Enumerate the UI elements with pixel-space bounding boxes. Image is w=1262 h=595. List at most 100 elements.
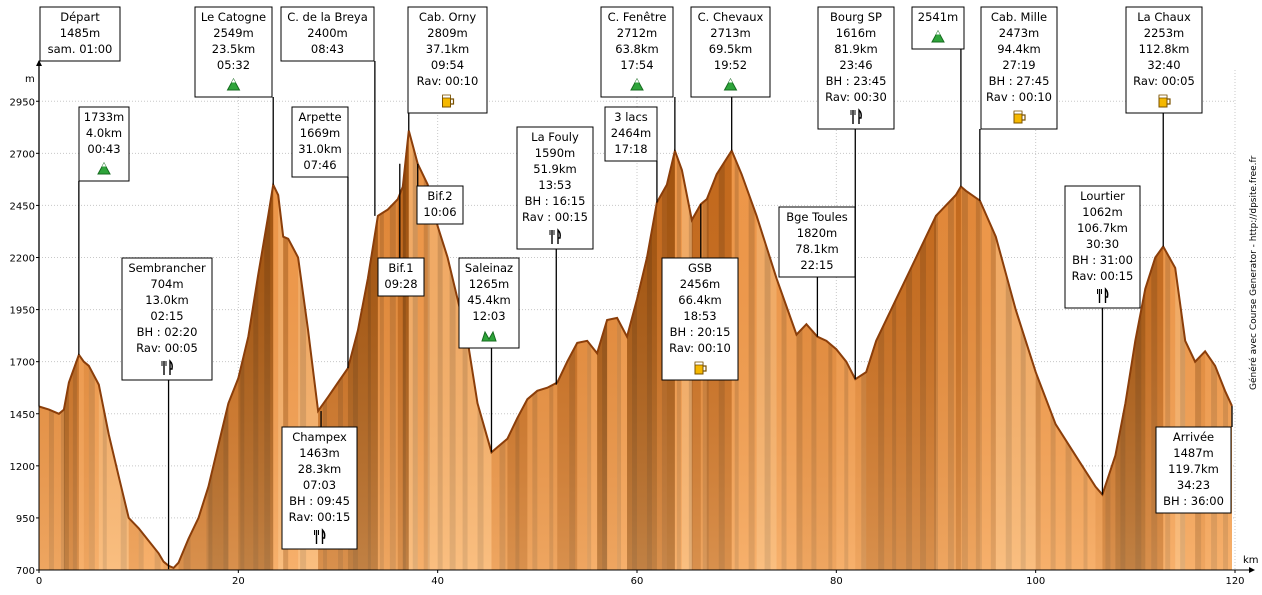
waypoint-annotation: Sembrancher 704m 13.0km 02:15 BH : 02:20 Rav:… [121,257,213,570]
y-tick-label: 700 [16,566,35,577]
annotation-box [980,6,1058,130]
annotation-text: Rav : 00:15 [522,210,588,224]
annotation-box [416,185,464,225]
annotation-box [458,257,520,349]
annotation-text: BH : 02:20 [137,325,198,339]
annotation-text: 10:06 [423,205,456,219]
annotation-text: Arrivée [1173,430,1214,444]
y-tick-label: 2700 [10,149,35,160]
annotation-box [121,257,213,381]
annotation-text: 1669m [300,126,340,140]
x-tick-label: 120 [1225,576,1244,587]
x-tick-label: 100 [1026,576,1045,587]
y-axis-label: m [25,74,35,85]
annotation-text: 704m [150,277,183,291]
annotation-text: 63.8km [615,42,658,56]
annotation-text: Bif.2 [427,189,452,203]
hut-icon [481,330,497,342]
annotation-text: 2400m [307,26,347,40]
annotation-text: Rav: 00:15 [289,510,351,524]
annotation-text: C. Fenêtre [608,10,667,24]
waypoint-annotation: Départ 1485m sam. 01:00 [38,6,121,407]
waypoint-annotation: GSB 2456m 66.4km 18:53 BH : 20:15 Rav: 00:10 [661,204,739,381]
annotation-text: Cab. Mille [991,10,1047,24]
annotation-text: 19:52 [714,58,747,72]
annotation-text: Bif.1 [388,261,413,275]
waypoint-annotation: C. Fenêtre 2712m 63.8km 17:54 [600,6,676,151]
annotation-text: 119.7km [1168,462,1219,476]
annotation-box [604,106,658,162]
summit-icon [630,77,644,91]
waypoint-annotation: Cab. Mille 2473m 94.4km 27:19 BH : 27:45 Rav … [979,6,1058,201]
annotation-text: 2456m [680,277,720,291]
summit-icon [226,77,241,91]
annotation-text: 07:46 [303,158,336,172]
annotation-text: BH : 27:45 [989,74,1050,88]
annotation-text: C. Chevaux [698,10,764,24]
summit-icon [723,77,738,91]
annotation-text: 81.9km [834,42,877,56]
waypoint-annotation: C. de la Breya 2400m 08:43 [280,6,376,216]
annotation-text: 1485m [60,26,100,40]
summit-snow-icon [635,79,639,83]
credit-text: Généré avec Course Generator - http://dp… [1248,155,1259,390]
annotation-text: 3 lacs [614,110,648,124]
waypoint-annotation: 2541m [911,6,965,187]
annotation-text: BH : 36:00 [1163,494,1224,508]
annotation-text: La Fouly [531,130,579,144]
annotation-box [291,106,349,178]
annotation-text: 28.3km [298,462,341,476]
waypoint-annotation: Bif.2 10:06 [416,163,464,225]
annotation-text: 31.0km [298,142,341,156]
waypoint-annotation: Champex 1463m 28.3km 07:03 BH : 09:45 Rav: 00… [281,411,358,550]
y-tick-label: 1450 [10,410,35,421]
annotation-text: Bge Toules [786,210,848,224]
annotation-text: Arpette [298,110,341,124]
annotation-text: Rav: 00:30 [825,90,887,104]
annotation-text: BH : 31:00 [1072,253,1133,267]
annotation-text: 09:54 [431,58,464,72]
annotation-text: 30:30 [1086,237,1119,251]
annotation-text: 106.7km [1077,221,1128,235]
annotation-text: 45.4km [467,293,510,307]
annotation-text: 2712m [617,26,657,40]
annotation-box [516,126,594,250]
annotation-text: 112.8km [1139,42,1190,56]
drink-icon [694,361,707,375]
annotation-text: 34:23 [1177,478,1210,492]
annotation-text: 1487m [1173,446,1213,460]
annotation-text: Rav: 00:05 [1133,74,1195,88]
waypoint-annotation: Lourtier 1062m 106.7km 30:30 BH : 31:00 Rav: … [1064,185,1141,495]
y-tick-label: 1950 [10,306,35,317]
annotation-text: 12:03 [472,309,505,323]
annotation-box [1064,185,1141,309]
annotation-text: 2253m [1144,26,1184,40]
annotation-text: C. de la Breya [287,10,368,24]
waypoint-annotation: 1733m 4.0km 00:43 [78,106,130,355]
x-tick-label: 20 [232,576,245,587]
summit-icon [97,161,111,175]
summit-snow-icon [936,31,940,35]
waypoint-annotation: Bge Toules 1820m 78.1km 22:15 [778,206,856,337]
annotation-text: 13.0km [145,293,188,307]
annotation-box [39,6,121,62]
waypoint-annotation: Saleinaz 1265m 45.4km 12:03 [458,257,520,453]
x-tick-label: 0 [36,576,42,587]
annotation-text: 05:32 [217,58,250,72]
waypoint-annotation: Arrivée 1487m 119.7km 34:23 BH : 36:00 [1155,406,1233,514]
annotation-text: Rav: 00:10 [669,341,731,355]
waypoint-annotation: Bourg SP 1616m 81.9km 23:46 BH : 23:45 Rav: 0… [817,6,895,380]
annotation-text: 51.9km [533,162,576,176]
annotation-text: 17:54 [620,58,653,72]
summit-icon [931,29,945,43]
food-icon [1097,287,1109,303]
annotation-text: Cab. Orny [419,10,477,24]
x-axis-arrow [1249,567,1255,573]
waypoint-annotation: Bif.1 09:28 [377,163,425,297]
annotation-text: 1733m [84,110,124,124]
annotation-text: 22:15 [800,258,833,272]
annotation-text: Rav: 00:05 [136,341,198,355]
annotation-text: 66.4km [678,293,721,307]
waypoint-annotation: 3 lacs 2464m 17:18 [604,106,658,203]
